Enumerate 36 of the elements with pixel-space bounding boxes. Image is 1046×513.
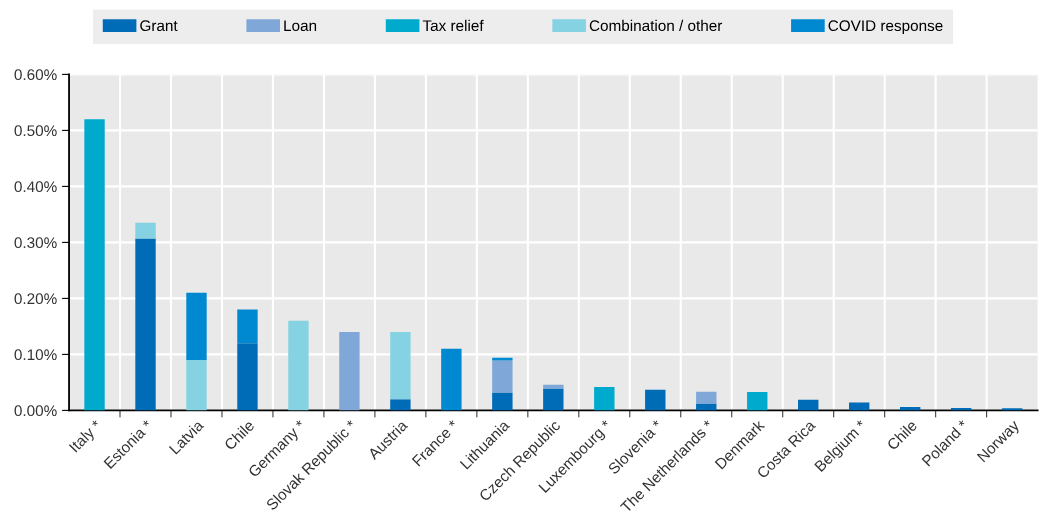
bar [237,343,258,411]
bar [339,332,360,411]
legend-label: Grant [140,20,178,32]
bar [747,391,768,411]
bar [390,399,411,411]
bar [288,320,309,411]
bar [84,119,105,411]
bar [696,391,717,404]
legend-label: Loan [284,20,317,32]
bar [135,222,156,239]
bar [441,348,462,411]
legend-label: COVID response [828,20,943,35]
bar [645,389,666,411]
y-tick-label: 0.00% [14,405,57,417]
bar [492,360,513,393]
bar [543,388,564,411]
legend-label: Tax relief [422,19,484,32]
bar [186,292,207,360]
bar [390,332,411,400]
bar [492,357,513,361]
legend-label: Combination / other [589,19,723,32]
y-tick-label: 0.30% [14,237,57,249]
bar [492,392,513,411]
bar [798,399,819,411]
y-tick-label: 0.10% [14,349,57,361]
bar [186,360,207,411]
bar [543,384,564,389]
y-tick-label: 0.60% [14,69,57,81]
y-tick-label: 0.50% [14,125,57,137]
bar [237,309,258,344]
bar [135,238,156,411]
bar [696,403,717,411]
x-tick-label: Italy * [68,418,105,455]
y-tick-label: 0.40% [14,181,57,193]
y-tick-label: 0.20% [14,293,57,305]
bar [594,386,615,411]
